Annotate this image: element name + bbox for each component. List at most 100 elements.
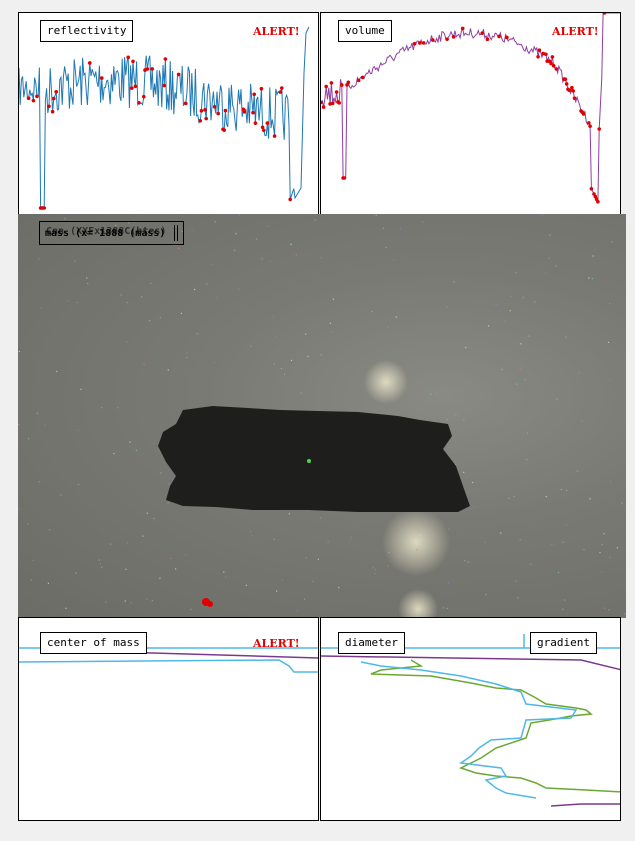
- noise-dot: [314, 219, 316, 221]
- noise-dot: [272, 316, 274, 318]
- noise-dot: [191, 229, 193, 231]
- alert-marker: [252, 92, 256, 97]
- noise-dot: [27, 523, 29, 525]
- alert-marker: [199, 108, 204, 113]
- center-of-mass-panel: center of mass ALERT!: [18, 617, 319, 821]
- noise-dot: [349, 538, 351, 541]
- noise-dot: [467, 561, 469, 563]
- noise-dot: [555, 265, 557, 267]
- noise-dot: [545, 496, 547, 498]
- alert-marker: [130, 86, 134, 90]
- alert-marker: [260, 125, 265, 130]
- com-y-trace: [19, 659, 318, 673]
- alert-marker: [150, 67, 154, 71]
- noise-dot: [120, 294, 122, 296]
- noise-dot: [464, 560, 466, 562]
- noise-dot: [206, 283, 208, 285]
- alert-marker: [212, 105, 217, 109]
- noise-dot: [87, 282, 89, 285]
- noise-dot: [196, 333, 198, 335]
- noise-dot: [175, 568, 177, 570]
- alert-marker: [360, 75, 365, 80]
- alert-marker: [431, 38, 435, 42]
- noise-dot: [126, 542, 128, 544]
- diameter-cyan-trace: [360, 661, 578, 799]
- noise-dot: [485, 594, 487, 596]
- noise-dot: [249, 530, 252, 532]
- noise-dot: [67, 300, 69, 302]
- alert-marker: [544, 52, 548, 57]
- noise-dot: [387, 326, 389, 328]
- noise-dot: [288, 513, 290, 515]
- noise-dot: [99, 563, 101, 565]
- noise-dot: [105, 601, 107, 603]
- overlay-bar: [174, 225, 179, 241]
- alert-marker: [203, 107, 207, 112]
- noise-dot: [225, 576, 227, 578]
- alert-marker: [280, 86, 284, 90]
- noise-dot: [566, 489, 568, 491]
- noise-dot: [113, 453, 115, 455]
- noise-dot: [275, 335, 277, 337]
- alert-marker: [536, 54, 540, 59]
- gradient-label: gradient: [530, 632, 597, 654]
- gradient-bottom-trace: [550, 803, 620, 807]
- volume-panel: volume ALERT!: [320, 12, 621, 215]
- alert-marker: [581, 112, 586, 116]
- alert-marker: [451, 35, 456, 39]
- alert-marker: [42, 206, 46, 210]
- noise-dot: [610, 481, 612, 483]
- alert-marker: [589, 187, 594, 191]
- noise-dot: [214, 221, 216, 223]
- noise-dot: [125, 568, 127, 570]
- noise-dot: [238, 214, 240, 216]
- noise-dot: [317, 558, 319, 560]
- alert-marker: [570, 85, 574, 90]
- noise-dot: [418, 596, 421, 598]
- alert-marker: [26, 96, 31, 101]
- noise-dot: [65, 607, 67, 609]
- alert-marker: [253, 121, 258, 125]
- noise-dot: [395, 555, 397, 558]
- alert-marker: [480, 31, 484, 35]
- noise-dot: [142, 535, 144, 537]
- noise-dot: [388, 551, 390, 554]
- alert-marker: [588, 124, 592, 128]
- centroid-marker: [307, 459, 311, 463]
- noise-dot: [28, 438, 30, 440]
- noise-dot: [146, 512, 148, 514]
- noise-dot: [548, 257, 550, 259]
- noise-dot: [375, 569, 377, 571]
- noise-dot: [290, 243, 292, 245]
- noise-dot: [86, 277, 88, 279]
- noise-dot: [565, 336, 567, 338]
- alert-marker: [337, 101, 341, 105]
- noise-dot: [38, 481, 41, 483]
- noise-dot: [305, 557, 307, 559]
- noise-dot: [320, 257, 322, 259]
- noise-dot: [448, 582, 450, 584]
- noise-dot: [213, 362, 215, 364]
- noise-dot: [211, 264, 213, 266]
- noise-dot: [146, 598, 148, 600]
- noise-dot: [515, 272, 517, 274]
- noise-dot: [522, 297, 524, 299]
- noise-dot: [235, 233, 237, 235]
- alert-marker: [163, 57, 168, 61]
- alert-marker: [288, 197, 293, 202]
- alert-marker: [176, 72, 181, 77]
- noise-dot: [300, 392, 302, 394]
- alert-marker: [334, 90, 339, 94]
- noise-dot: [109, 543, 112, 545]
- overlay-text: mass (x= 1888 (mass): [45, 228, 166, 239]
- noise-dot: [305, 333, 307, 335]
- reflectivity-label: reflectivity: [40, 20, 134, 42]
- noise-dot: [276, 590, 278, 592]
- noise-dot: [608, 609, 610, 611]
- alert-marker: [549, 61, 553, 66]
- noise-dot: [178, 247, 180, 250]
- noise-dot: [430, 393, 432, 395]
- alert-marker: [216, 111, 220, 116]
- noise-dot: [397, 385, 399, 387]
- noise-dot: [549, 234, 551, 236]
